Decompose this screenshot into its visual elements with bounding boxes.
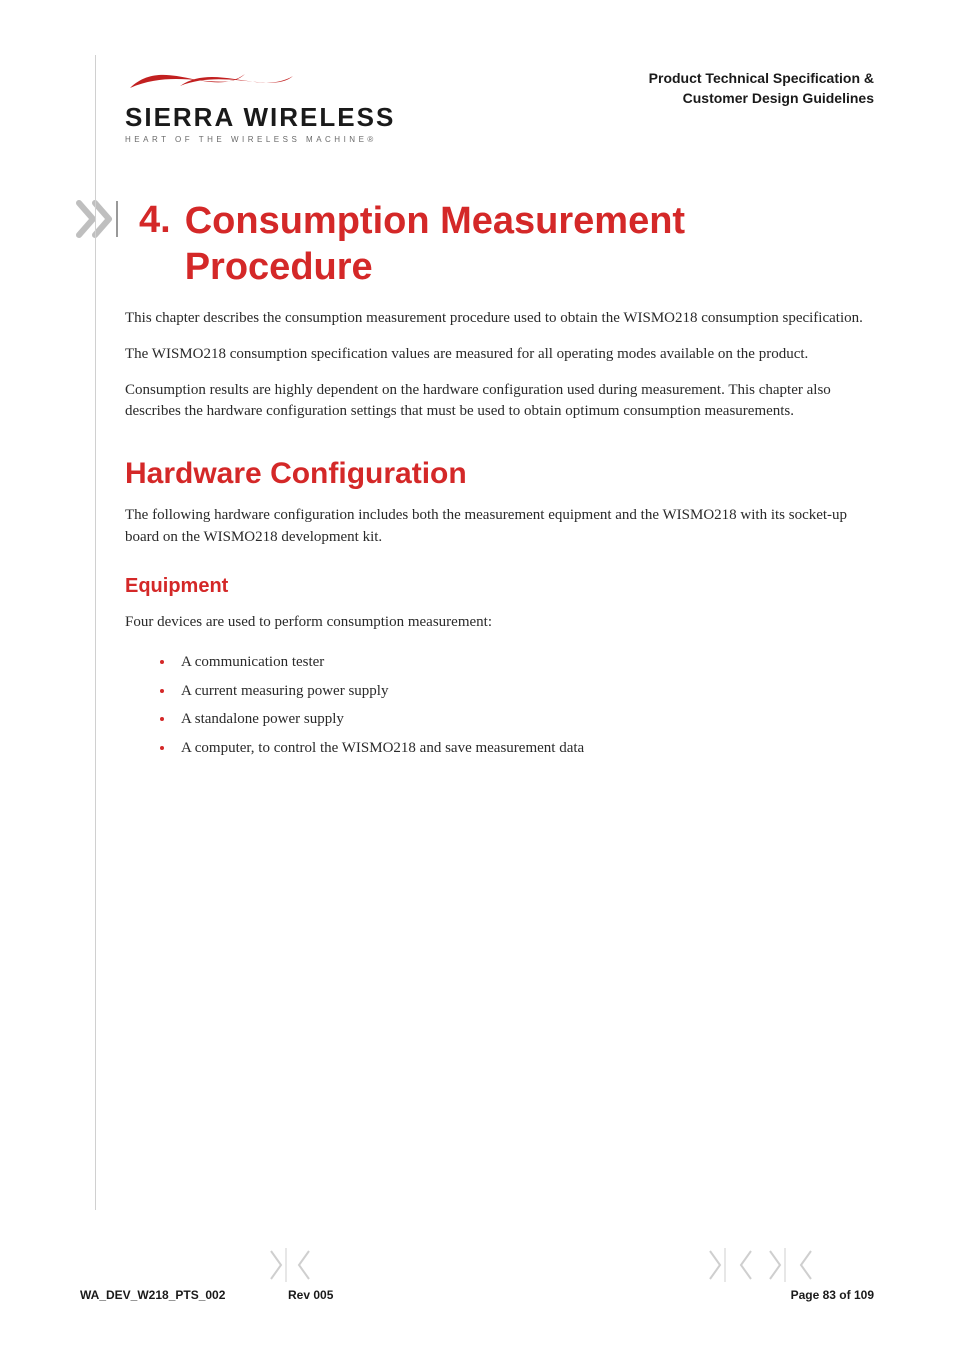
swoosh-icon xyxy=(125,60,425,100)
list-item: A communication tester xyxy=(175,648,874,677)
chapter-title-line2: Procedure xyxy=(185,245,685,291)
logo-tagline: HEART OF THE WIRELESS MACHINE® xyxy=(125,135,425,144)
chevron-icon xyxy=(75,199,125,244)
chapter-heading: 4. Consumption Measurement Procedure xyxy=(75,199,874,290)
chapter-title-line1: Consumption Measurement xyxy=(185,199,685,245)
header-right-line1: Product Technical Specification & xyxy=(649,68,874,88)
footer-divider-icon xyxy=(792,1248,814,1282)
logo-block: SIERRA WIRELESS HEART OF THE WIRELESS MA… xyxy=(125,60,425,144)
page: SIERRA WIRELESS HEART OF THE WIRELESS MA… xyxy=(0,0,954,1350)
chapter-title-wrap: Consumption Measurement Procedure xyxy=(185,199,685,290)
chapter-number-wrap: 4. xyxy=(139,199,171,242)
footer-page: Page 83 of 109 xyxy=(791,1288,874,1302)
header-right: Product Technical Specification & Custom… xyxy=(649,68,874,109)
footer-divider-icon xyxy=(290,1248,312,1282)
list-item: A standalone power supply xyxy=(175,705,874,734)
list-item: A current measuring power supply xyxy=(175,677,874,706)
footer-rev: Rev 005 xyxy=(288,1288,408,1302)
footer-docid: WA_DEV_W218_PTS_002 xyxy=(80,1288,280,1302)
paragraph-hardware: The following hardware configuration inc… xyxy=(125,505,874,549)
page-footer: WA_DEV_W218_PTS_002 Rev 005 Page 83 of 1… xyxy=(80,1288,874,1302)
footer-divider-icon xyxy=(268,1248,290,1282)
header-right-line2: Customer Design Guidelines xyxy=(649,88,874,108)
list-item: A computer, to control the WISMO218 and … xyxy=(175,734,874,763)
h3-equipment: Equipment xyxy=(125,575,874,598)
paragraph-3: Consumption results are highly dependent… xyxy=(125,380,874,424)
equipment-list: A communication tester A current measuri… xyxy=(157,648,874,762)
logo-text: SIERRA WIRELESS xyxy=(125,102,425,133)
footer-divider-icon xyxy=(707,1248,729,1282)
h2-hardware-configuration: Hardware Configuration xyxy=(125,457,874,491)
page-header: SIERRA WIRELESS HEART OF THE WIRELESS MA… xyxy=(125,60,874,144)
paragraph-equipment: Four devices are used to perform consump… xyxy=(125,612,874,634)
paragraph-2: The WISMO218 consumption specification v… xyxy=(125,344,874,366)
chapter-number: 4. xyxy=(139,199,171,242)
footer-divider-icon xyxy=(732,1248,754,1282)
left-rule xyxy=(95,55,96,1210)
paragraph-1: This chapter describes the consumption m… xyxy=(125,308,874,330)
footer-divider-icon xyxy=(767,1248,789,1282)
